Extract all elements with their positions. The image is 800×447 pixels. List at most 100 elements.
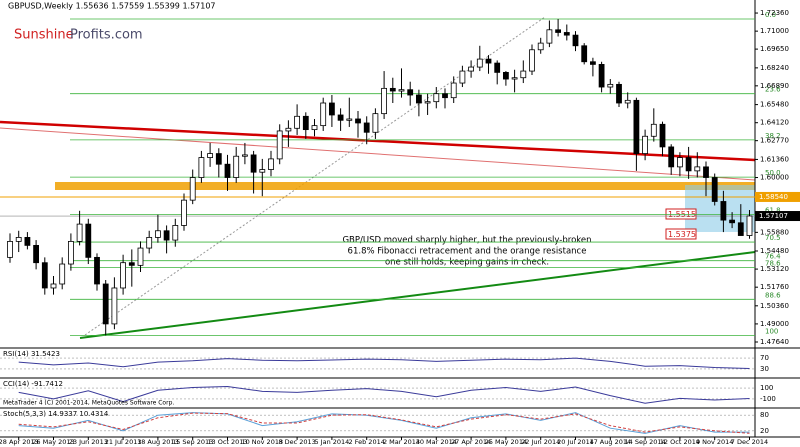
x-tick-label: 5 Jan 2014: [314, 438, 349, 446]
candle-body: [581, 45, 588, 63]
x-tick-label: 28 Apr 2013: [0, 438, 39, 446]
candle-body: [746, 215, 753, 236]
candle-body: [442, 93, 448, 99]
candle-body: [607, 83, 614, 88]
y-tick-label: 100: [760, 384, 773, 392]
indicator-line: [18, 357, 750, 369]
fib-label: 0.0: [765, 11, 776, 19]
candle-body: [468, 66, 475, 72]
y-tick-label: 1.65480: [760, 101, 789, 109]
indicator-title: RSI(14) 31.5423: [3, 350, 60, 358]
candle-body: [537, 42, 544, 51]
x-tick-label: 15 Sep 2013: [172, 438, 213, 446]
y-tick-label: 1.61360: [760, 155, 789, 163]
fib-label: 70.5: [765, 234, 781, 242]
y-tick-label: 1.69650: [760, 45, 789, 53]
annotation: one still holds, keeping gains in check.: [385, 258, 549, 268]
candle-body: [207, 153, 214, 158]
boxed-label: 1.5375: [668, 230, 696, 239]
candle-body: [102, 283, 109, 325]
x-tick-label: 20 Jul 2014: [557, 438, 594, 446]
candle-body: [703, 166, 709, 178]
candle-body: [616, 83, 622, 104]
annotation: GBP/USD moved sharply higher, but the pr…: [342, 236, 591, 246]
candle-body: [128, 262, 135, 266]
candle-body: [15, 237, 22, 242]
candle-body: [189, 177, 196, 201]
candle-body: [494, 62, 501, 73]
copyright: MetaTrader 4 (C) 2001-2014, MetaQuotes S…: [3, 400, 174, 407]
indicator-title: CCI(14) -91.7412: [3, 380, 63, 388]
candle-body: [154, 230, 161, 238]
x-tick-label: 23 Jun 2013: [69, 438, 108, 446]
price-label: 1.58540: [759, 193, 788, 201]
candle-body: [224, 163, 231, 178]
x-tick-label: 9 Nov 2014: [696, 438, 734, 446]
candle-body: [694, 166, 701, 172]
candle-body: [424, 101, 431, 104]
candle-body: [520, 70, 527, 79]
candle-body: [729, 219, 735, 224]
candle-body: [433, 93, 440, 103]
price-box: [755, 211, 800, 222]
candle-body: [241, 154, 248, 157]
candle-body: [372, 113, 379, 133]
x-tick-label: 2 Mar 2014: [383, 438, 420, 446]
candle-body: [320, 102, 327, 127]
candle-body: [624, 99, 631, 104]
candle-body: [450, 82, 457, 99]
candle-body: [511, 77, 518, 80]
candle-body: [7, 241, 13, 258]
candle-body: [33, 244, 39, 264]
resistance-band: [55, 182, 755, 190]
y-tick-label: 80: [760, 411, 769, 419]
y-tick-label: 1.49000: [760, 320, 789, 328]
candle-body: [163, 230, 170, 241]
y-tick-label: 1.55880: [760, 228, 789, 236]
price-label: 1.57107: [759, 212, 788, 220]
y-tick-label: 1.60000: [760, 174, 789, 182]
x-tick-label: 7 Dec 2014: [731, 438, 768, 446]
y-tick-label: 1.66890: [760, 82, 789, 90]
fib-label: 88.6: [765, 291, 781, 299]
candle-body: [459, 70, 466, 84]
candle-body: [276, 130, 283, 160]
candle-body: [650, 123, 657, 137]
candle-body: [598, 64, 605, 88]
fib-label: 50.0: [765, 169, 781, 177]
candle-body: [485, 58, 492, 64]
candle-body: [294, 115, 301, 129]
y-tick-label: 1.64120: [760, 119, 789, 127]
x-tick-label: 22 Jun 2014: [521, 438, 560, 446]
x-tick-label: 17 Aug 2014: [589, 438, 631, 446]
candle-body: [711, 177, 718, 202]
candle-body: [590, 61, 596, 65]
candle-body: [250, 154, 257, 173]
y-tick-label: 1.51760: [760, 283, 789, 291]
indicator-line: [18, 412, 750, 434]
candle-body: [68, 241, 74, 265]
candle-body: [285, 127, 292, 132]
x-tick-label: 25 May 2014: [485, 438, 527, 446]
label-box: [665, 208, 697, 220]
candle-body: [181, 199, 187, 226]
candle-body: [389, 87, 396, 92]
candle-body: [50, 283, 57, 289]
x-tick-label: 14 Sep 2014: [624, 438, 665, 446]
logo: Sunshine: [14, 28, 74, 43]
trend-line: [79, 251, 756, 339]
x-tick-label: 10 Nov 2013: [241, 438, 283, 446]
x-tick-label: 12 Oct 2014: [660, 438, 700, 446]
candle-body: [24, 237, 31, 246]
candle-body: [311, 125, 318, 131]
candle-body: [76, 223, 83, 242]
candle-body: [355, 118, 361, 124]
indicator-line: [18, 412, 750, 434]
candle-body: [337, 114, 344, 121]
label-box: [665, 228, 697, 240]
candle-body: [363, 122, 370, 133]
trend-line: [0, 120, 756, 162]
y-tick-label: 1.50360: [760, 302, 789, 310]
